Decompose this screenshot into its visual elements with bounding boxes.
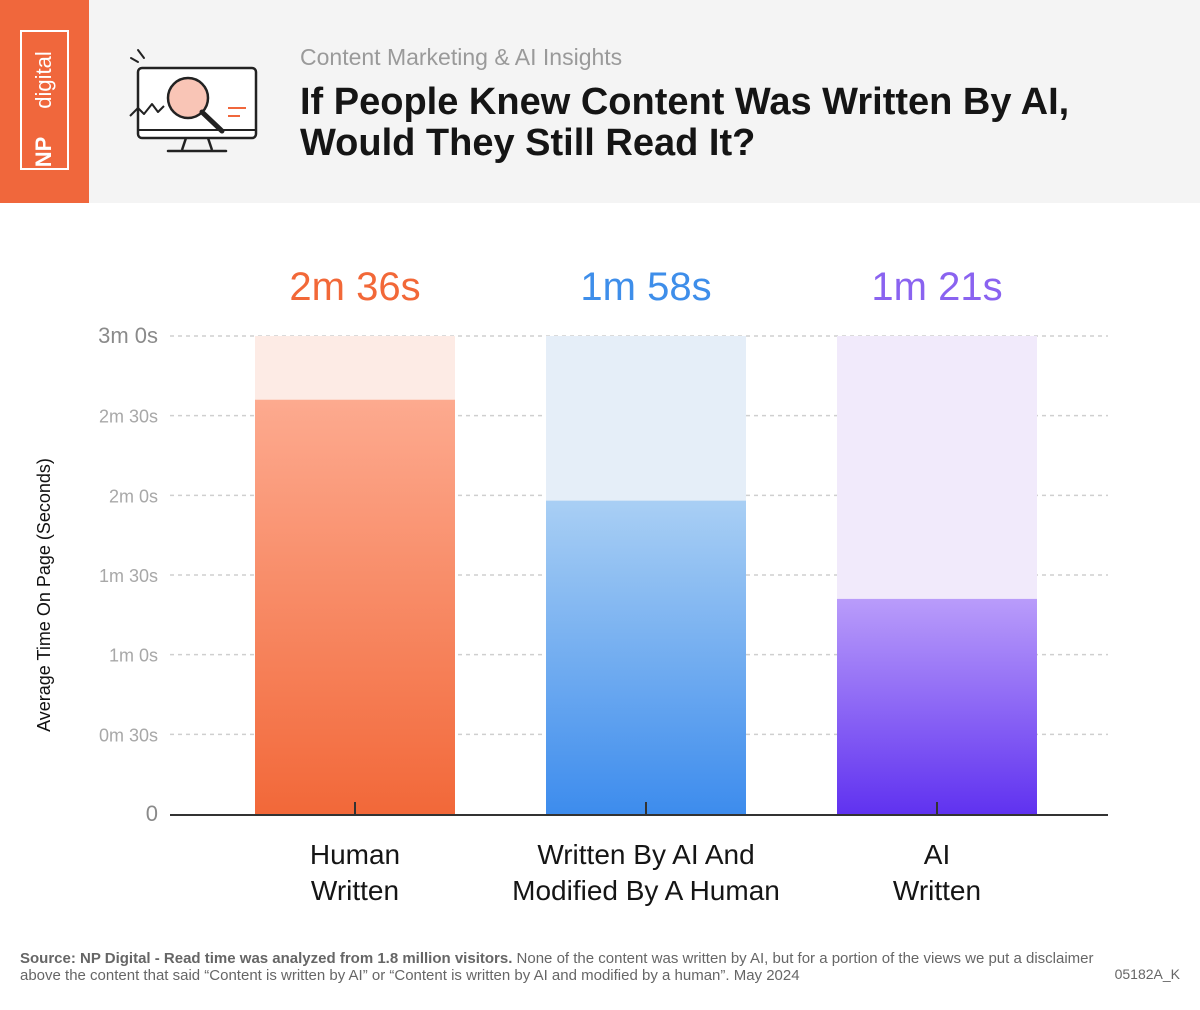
source-rest: None of the content was written by AI, b… xyxy=(20,950,1094,984)
x-category-label: AI xyxy=(924,839,950,870)
monitor-magnifier-icon xyxy=(129,49,258,153)
bar xyxy=(837,598,1037,814)
y-tick-label: 0 xyxy=(146,801,158,826)
x-category-label: Human xyxy=(310,839,400,870)
chart-code: 05182A_K xyxy=(1114,966,1180,982)
chart-title: If People Knew Content Was Written By AI… xyxy=(300,81,1070,164)
bar-value-label: 1m 21s xyxy=(871,265,1002,309)
bars xyxy=(255,399,1037,814)
header: NP digital Content Marketing & AI Insigh… xyxy=(0,0,1200,203)
value-labels: 2m 36s 1m 58s 1m 21s xyxy=(289,265,1002,309)
y-tick-label: 3m 0s xyxy=(98,323,158,348)
y-tick-label: 2m 30s xyxy=(99,407,158,427)
logo-digital-text: digital xyxy=(31,51,56,109)
bar xyxy=(255,399,455,814)
x-category-label: Written By AI And xyxy=(537,839,754,870)
x-axis xyxy=(170,802,1108,816)
source-prefix: Source: NP Digital - Read time was analy… xyxy=(20,950,513,967)
header-subtitle: Content Marketing & AI Insights xyxy=(300,44,623,70)
x-category-label: Written xyxy=(311,875,399,906)
y-tick-labels: 0 0m 30s 1m 0s 1m 30s 2m 0s 2m 30s 3m 0s xyxy=(98,323,158,826)
bar xyxy=(546,500,746,814)
logo-np-text: NP xyxy=(31,136,56,168)
y-tick-label: 1m 0s xyxy=(109,646,158,666)
y-tick-label: 0m 30s xyxy=(99,725,158,745)
bar-chart: 0 0m 30s 1m 0s 1m 30s 2m 0s 2m 30s 3m 0s 2m 36… xyxy=(34,265,1108,906)
np-digital-logo: NP digital xyxy=(0,0,89,203)
y-tick-label: 1m 30s xyxy=(99,566,158,586)
category-labels: Human Written Written By AI And Modified By… xyxy=(310,839,981,906)
bar-value-label: 2m 36s xyxy=(289,265,420,309)
bar-value-label: 1m 58s xyxy=(580,265,711,309)
y-tick-label: 2m 0s xyxy=(109,486,158,506)
x-category-label: Modified By A Human xyxy=(512,875,780,906)
x-category-label: Written xyxy=(893,875,981,906)
logo-frame xyxy=(20,30,69,170)
source-note: Source: NP Digital - Read time was analy… xyxy=(20,950,1105,984)
y-axis-label: Average Time On Page (Seconds) xyxy=(34,458,54,732)
